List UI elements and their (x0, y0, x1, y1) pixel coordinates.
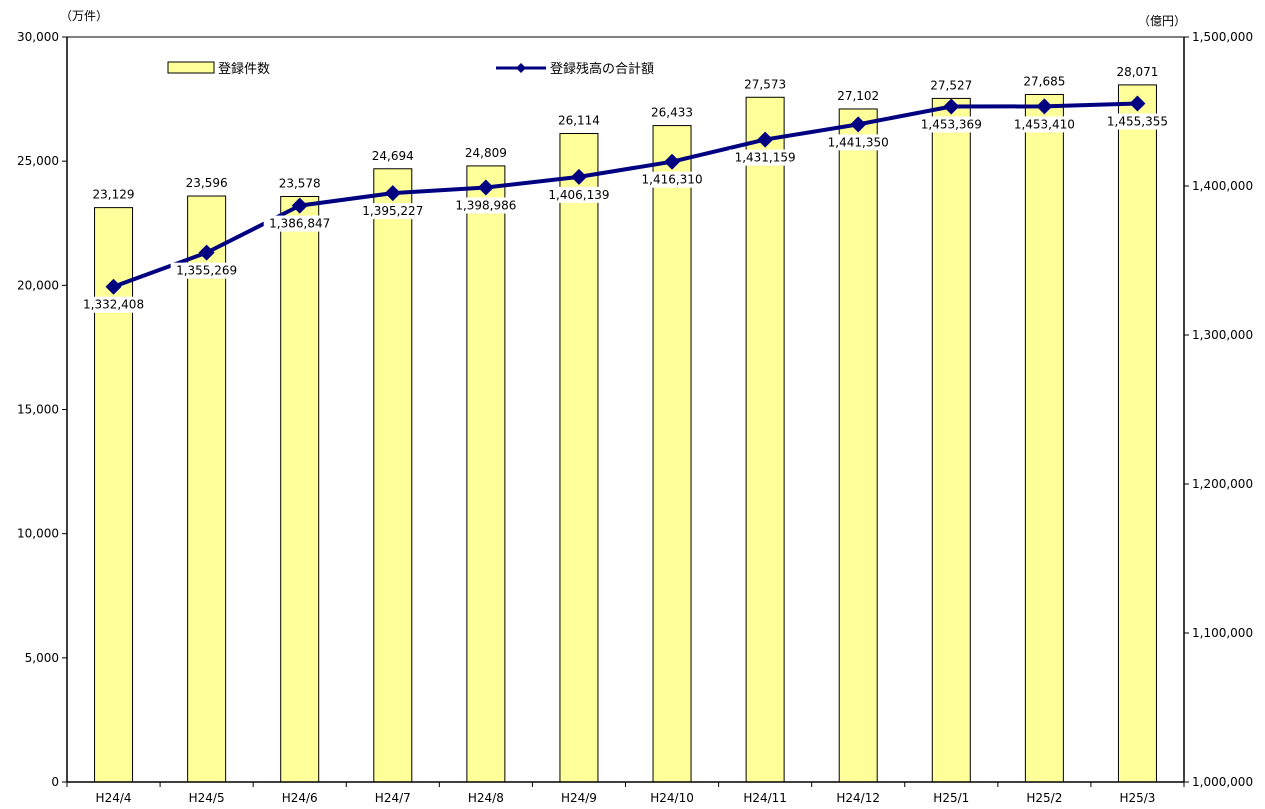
line-point (384, 185, 401, 202)
left-tick-label: 15,000 (17, 403, 59, 417)
bar-series (94, 84, 1157, 783)
x-tick-label: H25/3 (1119, 791, 1155, 805)
right-tick-label: 1,400,000 (1192, 179, 1253, 193)
bar-value-label: 24,694 (372, 149, 414, 163)
left-tick-label: 20,000 (17, 278, 59, 292)
left-tick-label: 0 (51, 775, 59, 789)
bar (652, 125, 692, 783)
right-tick-label: 1,200,000 (1192, 477, 1253, 491)
line-point (664, 153, 681, 170)
line-point (1036, 98, 1053, 115)
bar (1117, 84, 1157, 783)
line-point (291, 197, 308, 214)
line-value-label: 1,453,410 (1014, 117, 1075, 131)
bar (187, 195, 227, 783)
bar (931, 97, 971, 783)
x-tick-label: H24/4 (96, 791, 132, 805)
bar-value-label: 26,114 (558, 114, 600, 128)
right-tick-label: 1,300,000 (1192, 328, 1253, 342)
bar-value-label: 27,685 (1023, 74, 1065, 88)
x-tick-label: H24/10 (650, 791, 694, 805)
line-label-background (263, 215, 336, 232)
bar-value-label: 23,129 (93, 188, 135, 202)
line-value-label: 1,416,310 (642, 173, 703, 187)
bar-value-label: 23,578 (279, 176, 321, 190)
line-value-label: 1,441,350 (828, 135, 889, 149)
bar-value-label: 26,433 (651, 106, 693, 120)
bar (1024, 93, 1064, 783)
x-tick-label: H24/7 (375, 791, 411, 805)
line-value-label: 1,431,159 (735, 151, 796, 165)
line-value-label: 1,455,355 (1107, 115, 1168, 129)
right-axis-unit: （億円） (1138, 14, 1186, 28)
left-tick-label: 5,000 (25, 651, 59, 665)
left-tick-label: 30,000 (17, 30, 59, 44)
right-tick-label: 1,000,000 (1192, 775, 1253, 789)
x-tick-label: H24/12 (836, 791, 880, 805)
bar (745, 96, 785, 783)
x-tick-label: H24/8 (468, 791, 504, 805)
bar-value-label: 27,527 (930, 78, 972, 92)
legend-bar-label: 登録件数 (218, 62, 270, 77)
bar-value-label: 27,573 (744, 77, 786, 91)
line-label-background (822, 134, 895, 151)
legend-line-label: 登録残高の合計額 (550, 61, 654, 77)
line-value-label: 1,386,847 (269, 217, 330, 231)
bar (373, 168, 413, 783)
line-point (850, 116, 867, 133)
line-point (198, 244, 215, 261)
line-label-background (636, 171, 709, 188)
bar (838, 108, 878, 783)
right-tick-label: 1,500,000 (1192, 30, 1253, 44)
line-point (757, 131, 774, 148)
line-point (1129, 95, 1146, 112)
line-point (570, 168, 587, 185)
bar-value-label: 24,809 (465, 146, 507, 160)
x-tick-label: H24/11 (743, 791, 787, 805)
left-tick-label: 25,000 (17, 154, 59, 168)
line-label-background (1008, 116, 1081, 133)
line-value-label: 1,332,408 (83, 298, 144, 312)
line-label-background (449, 197, 522, 214)
bar (466, 165, 506, 783)
line-value-label: 1,453,369 (921, 117, 982, 131)
line-value-label: 1,398,986 (455, 199, 516, 213)
line-point (477, 179, 494, 196)
x-tick-label: H25/2 (1026, 791, 1062, 805)
axes: 0 5,000 10,000 15,000 20,000 25,000 30,000 1,00… (17, 30, 1253, 805)
left-tick-label: 10,000 (17, 527, 59, 541)
line-label-background (542, 186, 615, 203)
series-line (112, 101, 1138, 289)
line-label-background (729, 149, 802, 166)
line-label-background (77, 296, 150, 313)
legend-line-marker (516, 63, 526, 73)
line-value-label: 1,406,139 (548, 188, 609, 202)
x-tick-label: H24/5 (189, 791, 225, 805)
line-label-background (1101, 113, 1174, 130)
line-label-background (915, 116, 988, 133)
bar (280, 195, 320, 783)
line-series (105, 95, 1146, 295)
x-tick-label: H25/1 (933, 791, 969, 805)
bar-value-label: 27,102 (837, 89, 879, 103)
bar-value-label: 28,071 (1116, 65, 1158, 79)
data-labels: 23,129 23,596 23,578 24,694 24,809 26,114 26,4… (77, 65, 1174, 313)
right-tick-label: 1,100,000 (1192, 626, 1253, 640)
line-value-label: 1,395,227 (362, 204, 423, 218)
line-label-background (356, 203, 429, 220)
line-point (943, 98, 960, 115)
x-tick-label: H24/9 (561, 791, 597, 805)
left-axis-unit: （万件） (60, 9, 108, 23)
legend-bar-swatch (167, 61, 215, 74)
legend: 登録件数 登録残高の合計額 (167, 61, 654, 77)
line-label-background (170, 262, 243, 279)
line-point (105, 278, 122, 295)
bar (559, 133, 599, 783)
line-value-label: 1,355,269 (176, 264, 237, 278)
x-tick-label: H24/6 (282, 791, 318, 805)
bar-value-label: 23,596 (186, 176, 228, 190)
